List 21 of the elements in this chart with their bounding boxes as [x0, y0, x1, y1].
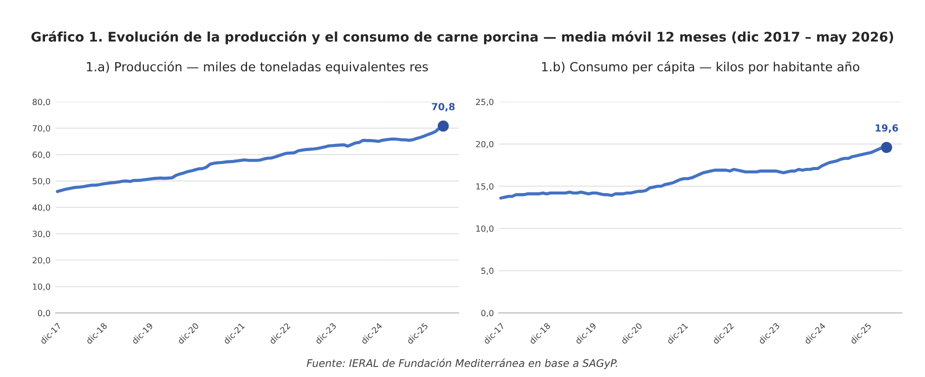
y-tick-label: 50,0 [32, 178, 50, 186]
y-tick-label: 15,0 [476, 183, 494, 190]
text: Gráfico 1. Evolución de la producción y el consumo de carne porcina — media móvil 12 meses (dic 2017 – may 2026) [31, 31, 894, 44]
y-tick-label: 70,0 [32, 125, 50, 132]
y-tick-label: 10,0 [33, 284, 50, 291]
source-note: Fuente: IERAL de Fundación Mediterránea en base a SAGyP. [306, 358, 618, 370]
y-tick-label: 0,0 [38, 310, 50, 318]
data-label: 70,8 [432, 102, 455, 112]
y-tick-label: 60,0 [32, 152, 50, 159]
y-tick-label: 20,0 [32, 257, 50, 264]
y-tick-label: 25,0 [476, 98, 494, 106]
chart-title: 1.b) Consumo per cápita — kilos por habitante año [542, 61, 860, 74]
y-tick-label: 30,0 [32, 230, 50, 238]
y-tick-label: 5,0 [481, 268, 494, 275]
y-tick-label: 40,0 [32, 204, 50, 212]
y-tick-label: 10,0 [476, 225, 494, 233]
chart-title: 1.a) Producción — miles de toneladas equivalentes res [86, 61, 428, 74]
data-label: 19,6 [876, 124, 898, 133]
y-tick-label: 0,0 [481, 310, 494, 318]
y-tick-label: 80,0 [32, 98, 50, 106]
y-tick-label: 20,0 [476, 140, 494, 148]
